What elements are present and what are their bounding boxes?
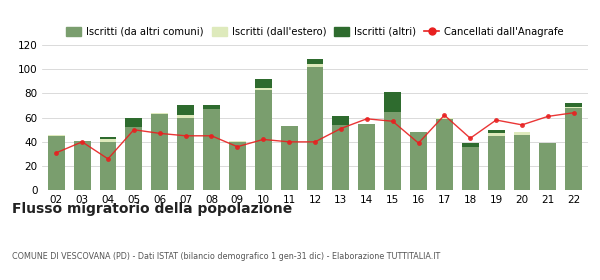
Bar: [384, 92, 401, 111]
Bar: [100, 139, 116, 142]
Bar: [151, 113, 168, 114]
Bar: [177, 115, 194, 118]
Bar: [255, 79, 272, 88]
Bar: [151, 114, 168, 190]
Bar: [255, 90, 272, 190]
Bar: [74, 141, 91, 190]
Bar: [462, 147, 479, 190]
Text: Flusso migratorio della popolazione: Flusso migratorio della popolazione: [12, 202, 292, 216]
Bar: [229, 141, 246, 142]
Bar: [384, 111, 401, 190]
Bar: [332, 125, 349, 190]
Bar: [539, 143, 556, 190]
Bar: [565, 107, 582, 108]
Bar: [488, 133, 505, 136]
Bar: [203, 109, 220, 190]
Bar: [307, 67, 323, 190]
Bar: [229, 142, 246, 190]
Bar: [100, 137, 116, 139]
Bar: [48, 136, 65, 190]
Bar: [307, 64, 323, 67]
Bar: [436, 118, 453, 119]
Bar: [100, 142, 116, 190]
Bar: [255, 88, 272, 90]
Bar: [203, 106, 220, 109]
Bar: [307, 59, 323, 64]
Bar: [125, 127, 142, 190]
Bar: [462, 143, 479, 147]
Bar: [281, 126, 298, 190]
Bar: [514, 135, 530, 190]
Bar: [177, 106, 194, 115]
Bar: [358, 124, 375, 190]
Bar: [436, 119, 453, 190]
Bar: [514, 132, 530, 135]
Bar: [332, 116, 349, 125]
Bar: [48, 135, 65, 136]
Bar: [565, 103, 582, 107]
Bar: [488, 136, 505, 190]
Bar: [177, 118, 194, 190]
Legend: Iscritti (da altri comuni), Iscritti (dall'estero), Iscritti (altri), Cancellati: Iscritti (da altri comuni), Iscritti (da…: [66, 27, 564, 37]
Bar: [410, 132, 427, 190]
Bar: [125, 118, 142, 127]
Text: COMUNE DI VESCOVANA (PD) - Dati ISTAT (bilancio demografico 1 gen-31 dic) - Elab: COMUNE DI VESCOVANA (PD) - Dati ISTAT (b…: [12, 252, 440, 261]
Bar: [488, 130, 505, 133]
Bar: [565, 108, 582, 190]
